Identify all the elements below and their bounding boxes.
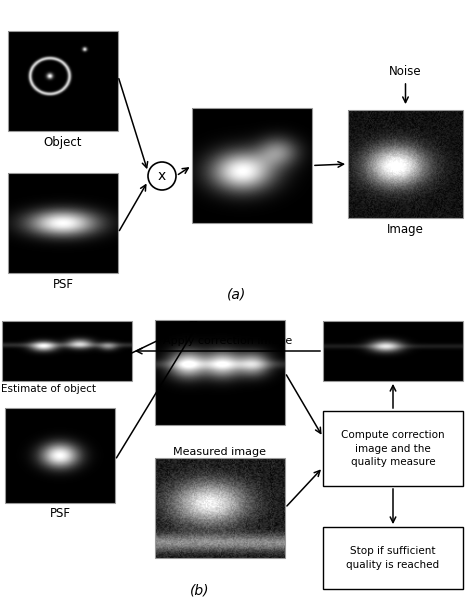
Text: PSF: PSF: [53, 278, 73, 291]
Circle shape: [148, 162, 176, 190]
Bar: [192, 108, 312, 223]
Bar: [8, 173, 118, 273]
Text: Compute correction
image and the
quality measure: Compute correction image and the quality…: [341, 430, 445, 467]
Text: (a): (a): [228, 287, 246, 301]
Text: Stop if sufficient
quality is reached: Stop if sufficient quality is reached: [346, 546, 439, 569]
Text: Noise: Noise: [389, 65, 422, 78]
Bar: [323, 321, 463, 381]
Bar: [155, 320, 285, 425]
Bar: [5, 408, 115, 503]
Bar: [348, 110, 463, 218]
Bar: [2, 321, 132, 381]
Bar: [323, 527, 463, 589]
Text: (b): (b): [190, 584, 210, 598]
Text: Estimate of object: Estimate of object: [1, 384, 96, 394]
Text: PSF: PSF: [49, 507, 71, 520]
Bar: [323, 411, 463, 486]
Bar: [8, 31, 118, 131]
Text: x: x: [158, 169, 166, 183]
Text: Image: Image: [387, 223, 424, 236]
Bar: [155, 458, 285, 558]
Text: Measured image: Measured image: [173, 447, 266, 457]
Text: Apply correction image: Apply correction image: [163, 336, 292, 346]
Text: Object: Object: [44, 136, 82, 149]
